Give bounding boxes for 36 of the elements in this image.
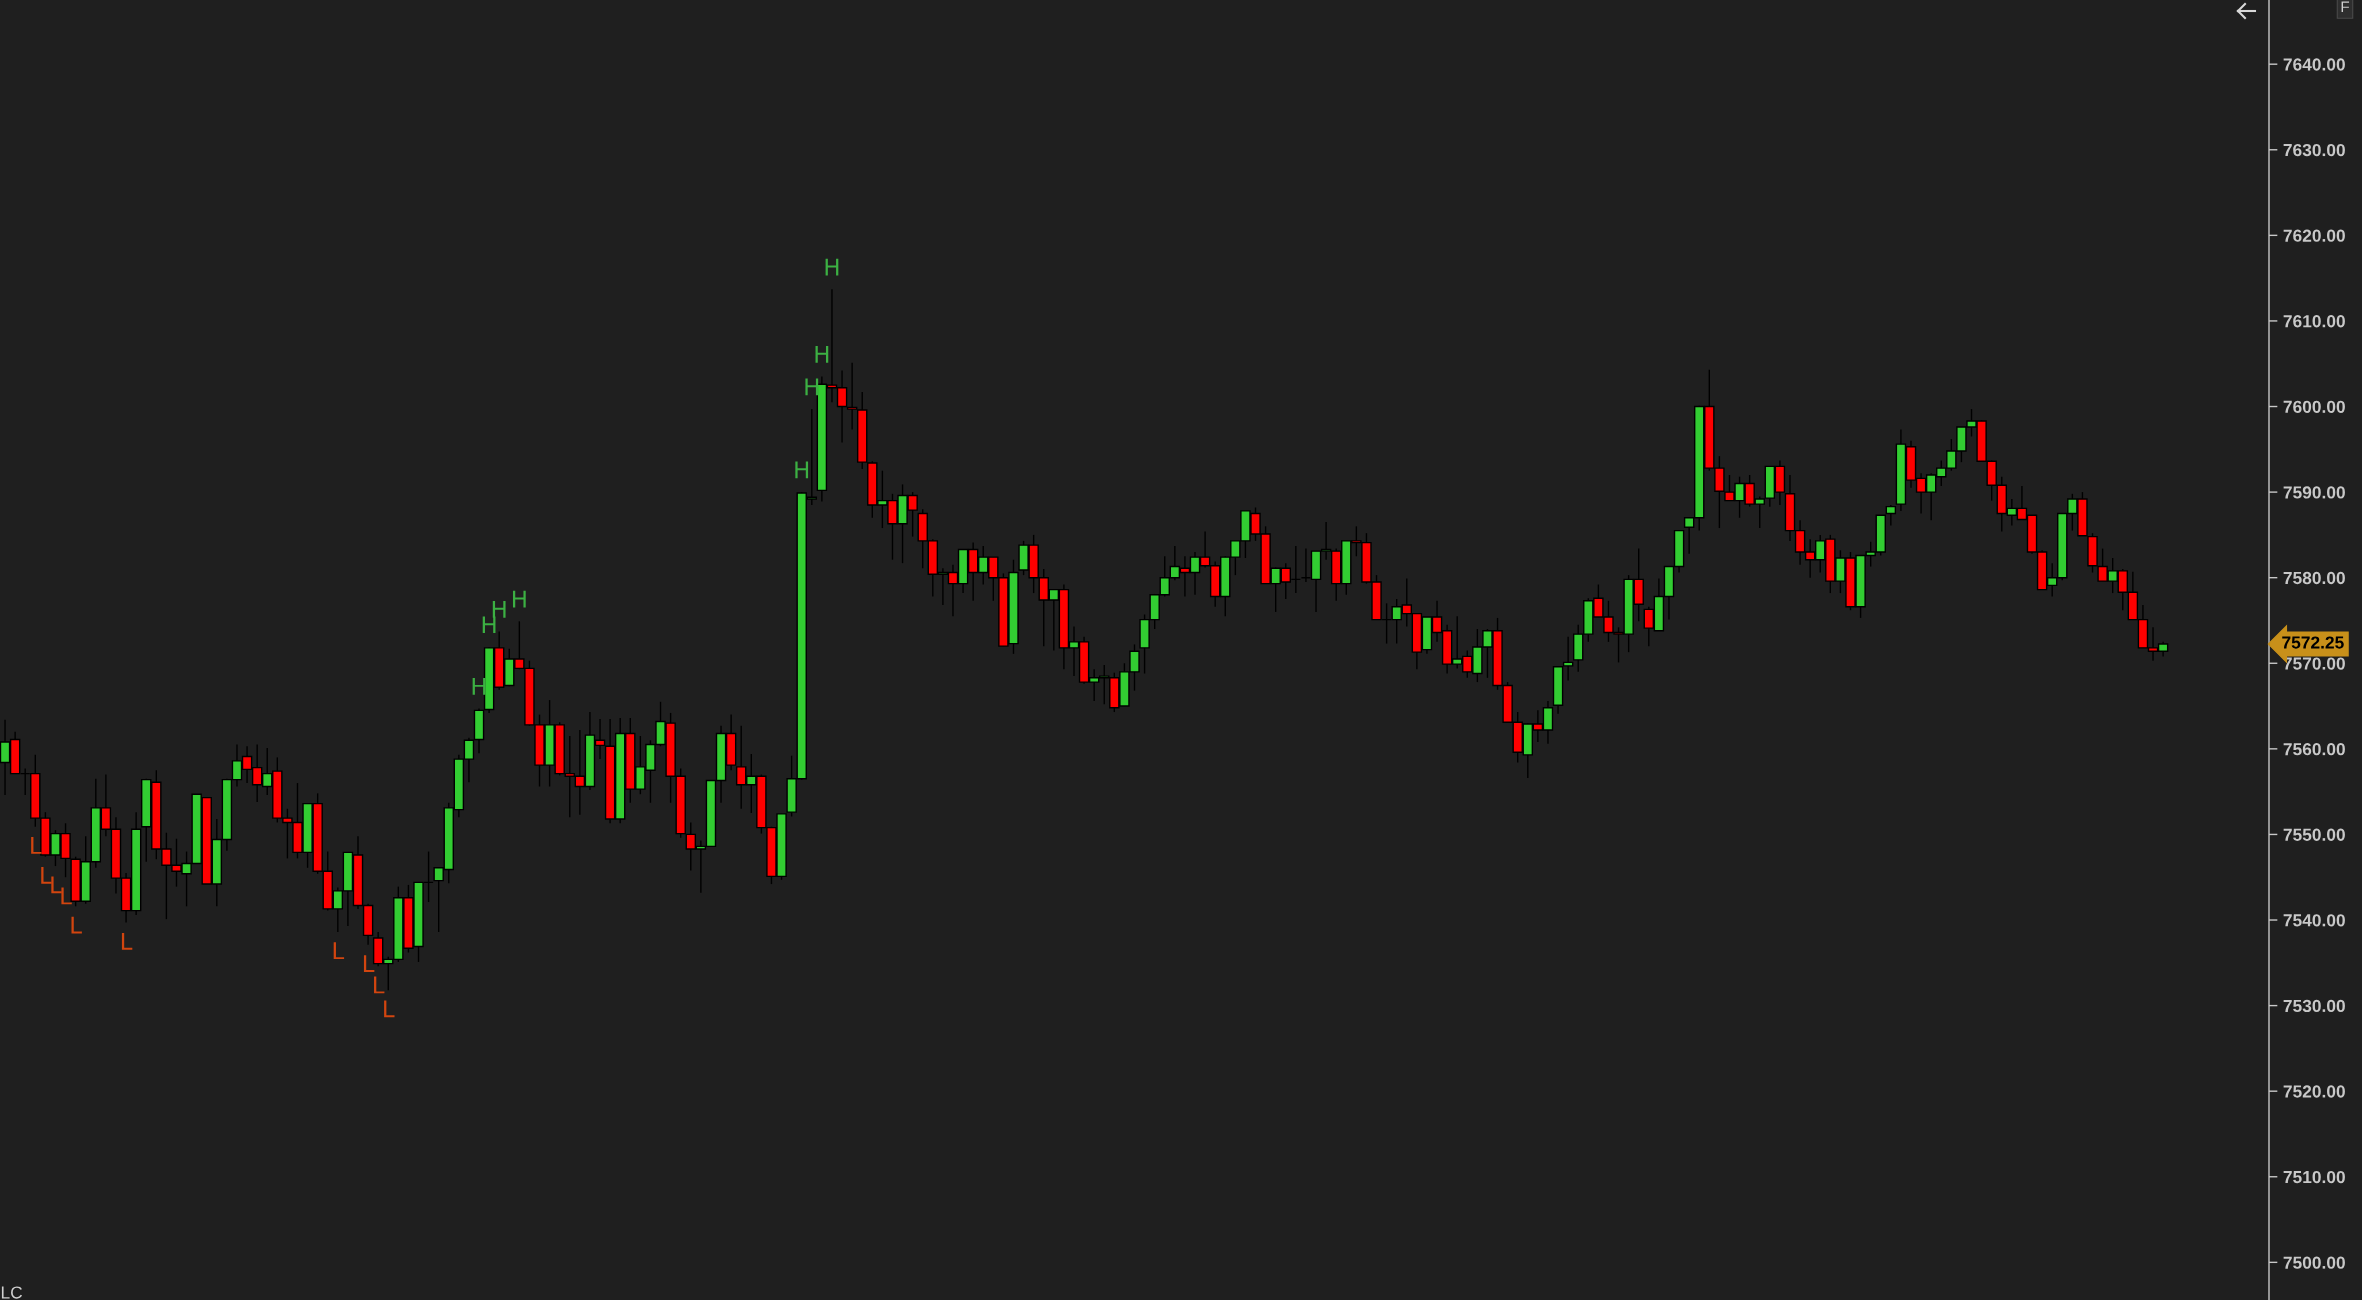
y-tick-label: 7570.00 <box>2283 657 2345 670</box>
text: L <box>121 932 133 950</box>
y-tick-label: 7610.00 <box>2283 315 2345 328</box>
text: L <box>71 916 82 934</box>
text: H <box>482 616 496 634</box>
text: L <box>31 837 42 854</box>
y-tick-label: 7630.00 <box>2283 143 2345 157</box>
text: L <box>384 1000 395 1018</box>
y-tick-label: 7590.00 <box>2283 486 2345 499</box>
annotation: LC <box>1 1286 23 1299</box>
candlestick <box>1885 504 1897 527</box>
text: L <box>61 887 72 905</box>
y-tick-label: 7510.00 <box>2283 1170 2345 1184</box>
y-tick-label: 7520.00 <box>2283 1085 2345 1098</box>
text: L <box>41 867 52 884</box>
text: L <box>374 976 385 994</box>
text: L <box>333 942 345 960</box>
text: H <box>795 461 809 479</box>
y-tick-label: 7550.00 <box>2283 828 2345 841</box>
text: L <box>363 955 375 972</box>
text: H <box>492 601 506 618</box>
text: F <box>2341 1 2350 13</box>
text: H <box>825 258 839 276</box>
y-tick-label: 7640.00 <box>2283 58 2345 71</box>
y-tick-label: 7540.00 <box>2283 914 2345 927</box>
y-tick-label: 7560.00 <box>2283 743 2345 756</box>
text: 7572.25 <box>2282 636 2344 649</box>
text: L <box>51 876 62 894</box>
text: H <box>805 378 819 396</box>
y-tick-label: 7530.00 <box>2283 999 2345 1013</box>
y-tick-label: 7620.00 <box>2283 229 2345 242</box>
y-tick-label: 7600.00 <box>2283 400 2345 413</box>
y-tick-label: 7580.00 <box>2283 571 2345 585</box>
y-tick-label: 7500.00 <box>2283 1256 2345 1269</box>
text: H <box>512 590 526 608</box>
text: H <box>815 345 829 363</box>
